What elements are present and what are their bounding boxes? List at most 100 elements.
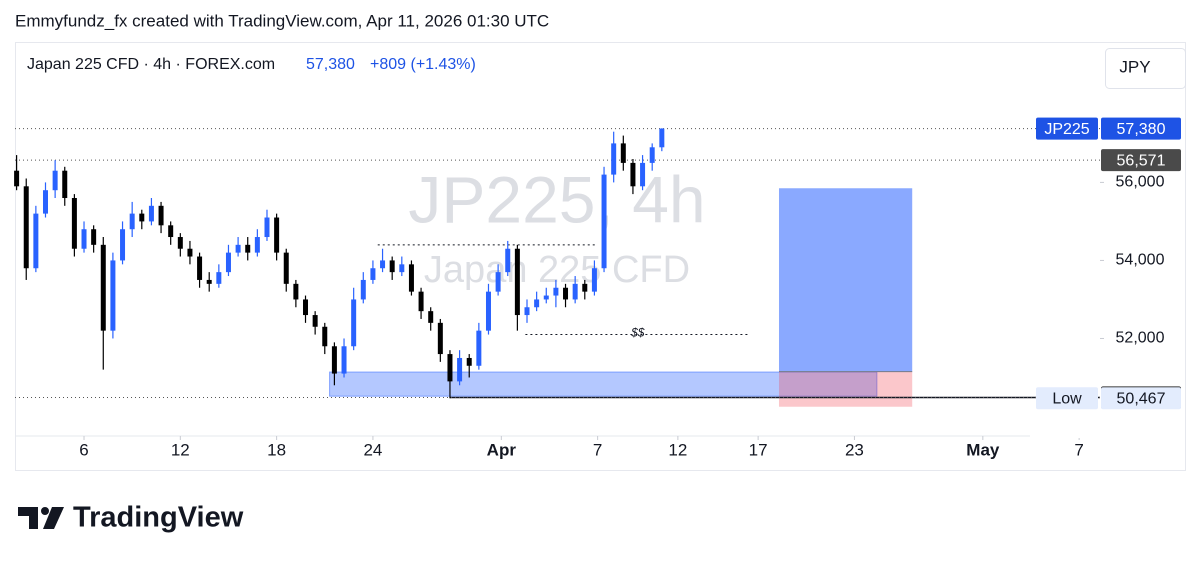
candle-body [447,354,453,382]
candle-body [572,283,578,300]
candle-body [514,248,520,316]
candle-body [341,346,347,374]
last-price: 57,380 [306,56,355,73]
candle-body [312,315,318,327]
x-tick-label: 18 [267,440,286,459]
candle-body [485,291,491,331]
header: Emmyfundz_fx created with TradingView.co… [15,11,549,30]
candle-body [582,283,588,292]
candle-body [620,143,626,163]
candle-body [168,225,174,238]
candle-body [553,287,559,296]
candle-body [148,205,154,222]
candle-body [110,260,116,331]
price-badge [1101,387,1181,410]
currency[interactable]: JPY [1119,57,1150,76]
candle-body [100,244,106,331]
y-tick-label: 54,000 [1116,252,1165,269]
candle-body [91,229,97,245]
candle-body [524,307,530,316]
candle-body [303,299,309,316]
stop-zone [778,371,913,407]
x-tick-label: 12 [171,440,190,459]
candle-body [495,272,501,292]
candle-body [81,229,87,249]
watermark-subtitle: Japan 225 CFD [424,249,690,291]
logo-mark [41,507,49,515]
candle-body [33,213,39,269]
candle-body [14,170,20,187]
logo: TradingView [18,502,244,534]
plot: JP225, 4h Japan 225 CFD $$ [14,128,1100,407]
candle-body [293,283,299,300]
target-zone [778,188,913,372]
candle-body [601,174,607,269]
price-tag-label: JP225 [1044,121,1089,138]
price-badge [1101,117,1181,140]
candle-body [466,357,472,366]
currency-button[interactable] [1105,48,1186,89]
candle-body [476,330,482,366]
y-tick-label: 56,000 [1116,174,1165,191]
candle-body [120,229,126,261]
candle-body [245,244,251,253]
x-tick-label: 7 [593,440,602,459]
candle-body [351,299,357,347]
candle-body [274,217,280,253]
candle-body [235,244,241,253]
candle-body [399,264,405,273]
candle-body [177,237,183,249]
candle-body [418,291,424,312]
candle-body [331,346,337,374]
x-tick-label: May [966,440,1000,459]
change: +809 (+1.43%) [370,56,476,73]
frame [15,42,1186,471]
price-tag [1036,117,1098,140]
price-badge-label: 57,380 [1117,121,1166,138]
candle-body [428,311,434,323]
candle-body [630,162,636,187]
candle-body [42,190,48,214]
x-tick-label: 17 [749,440,768,459]
x-tick-label: 12 [668,440,687,459]
logo-mark [18,507,38,529]
candle-body [254,237,260,253]
x-tick-label: 7 [1074,440,1083,459]
y-tick-label: 52,000 [1116,330,1165,347]
chart-title: Japan 225 CFD · 4h · FOREX.com [27,56,275,73]
candle-body [437,322,443,355]
candle-body [649,147,655,163]
candle-body [457,357,463,382]
candle-body [591,268,597,292]
candle-body [52,170,58,191]
price-badge-label: 56,571 [1117,152,1166,169]
candle-body [23,186,29,269]
candle-body [611,143,617,175]
candle-body [206,279,212,284]
price-badge [1101,149,1181,172]
candle-body [322,326,328,347]
candle-body [543,295,549,300]
x-tick-label: 6 [79,440,88,459]
candle-body [225,252,231,273]
zone [329,371,878,397]
candle-body [62,170,68,199]
logo-mark [43,507,64,529]
candle-body [216,272,222,284]
candle-body [389,260,395,273]
x-tick-label: Apr [487,440,517,459]
x-tick-label: 23 [845,440,864,459]
brand: TradingView [73,502,244,534]
candle-body [408,264,414,292]
x-tick-label: 24 [363,440,382,459]
price-tag [1036,387,1098,410]
candle-body [187,248,193,257]
candle-body [534,299,540,308]
candle-body [380,260,386,269]
candle-body [360,279,366,300]
candle-body [197,256,203,280]
price-badge-label: 50,467 [1117,390,1166,407]
candle-body [158,205,164,226]
watermark: JP225, 4h [408,162,705,236]
